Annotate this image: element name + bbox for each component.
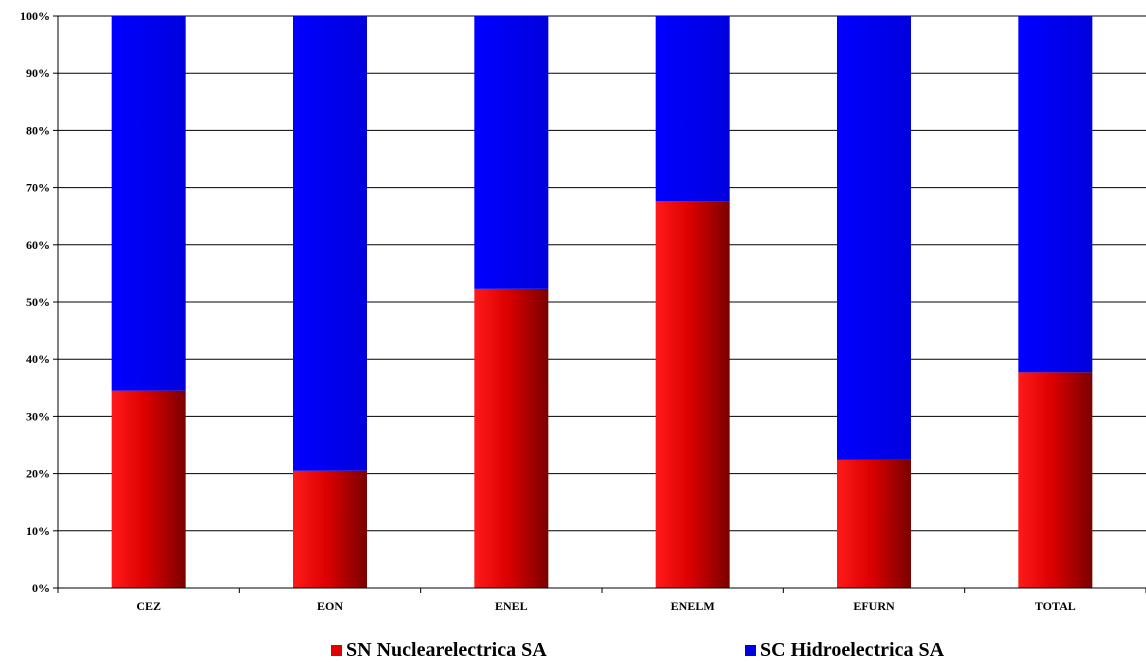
y-tick-label: 20% [26,467,50,481]
x-axis-ticks: CEZ EON ENEL ENELM EFURN TOTAL [57,588,1146,613]
bar-enel-nuclearelectrica [474,288,549,588]
y-tick-label: 40% [26,352,50,366]
legend-item-nuclearelectrica: SN Nuclearelectrica SA [331,639,547,662]
y-tick-label: 70% [26,181,50,195]
legend: SN Nuclearelectrica SA SC Hidroelectrica… [0,639,1146,662]
y-tick-label: 60% [26,238,50,252]
legend-swatch-red [331,645,342,656]
legend-label: SC Hidroelectrica SA [760,639,945,661]
y-tick-label: 10% [26,524,50,538]
bar-cez-nuclearelectrica [111,390,186,588]
bar-enelm-nuclearelectrica [655,201,730,588]
x-tick-label: CEZ [136,599,161,613]
x-tick-label: EON [317,599,343,613]
y-axis-ticks: 0% 10% 20% 30% 40% 50% 60% 70% 80% 90% 100% [20,9,58,595]
bar-efurn-hidroelectrica [837,16,911,460]
bars [111,16,1093,588]
legend-swatch-blue [745,645,756,656]
bar-cez-hidroelectrica [111,16,186,391]
legend-label: SN Nuclearelectrica SA [346,639,547,661]
bar-eon-hidroelectrica [293,16,367,471]
bar-enel-hidroelectrica [474,16,549,289]
y-tick-label: 90% [26,66,50,80]
bar-enelm-hidroelectrica [655,16,730,202]
x-tick-label: ENEL [495,599,528,613]
bar-total-hidroelectrica [1018,16,1093,373]
y-tick-label: 30% [26,409,50,423]
bar-eon-nuclearelectrica [293,470,367,588]
y-tick-label: 100% [20,9,50,23]
bar-total-nuclearelectrica [1018,372,1093,588]
y-tick-label: 80% [26,123,50,137]
y-tick-label: 50% [26,295,50,309]
x-tick-label: TOTAL [1035,599,1076,613]
bar-efurn-nuclearelectrica [837,459,911,588]
y-tick-label: 0% [32,581,50,595]
legend-item-hidroelectrica: SC Hidroelectrica SA [745,639,944,662]
gridlines [58,15,1146,532]
x-tick-label: ENELM [671,599,715,613]
x-tick-label: EFURN [853,599,895,613]
